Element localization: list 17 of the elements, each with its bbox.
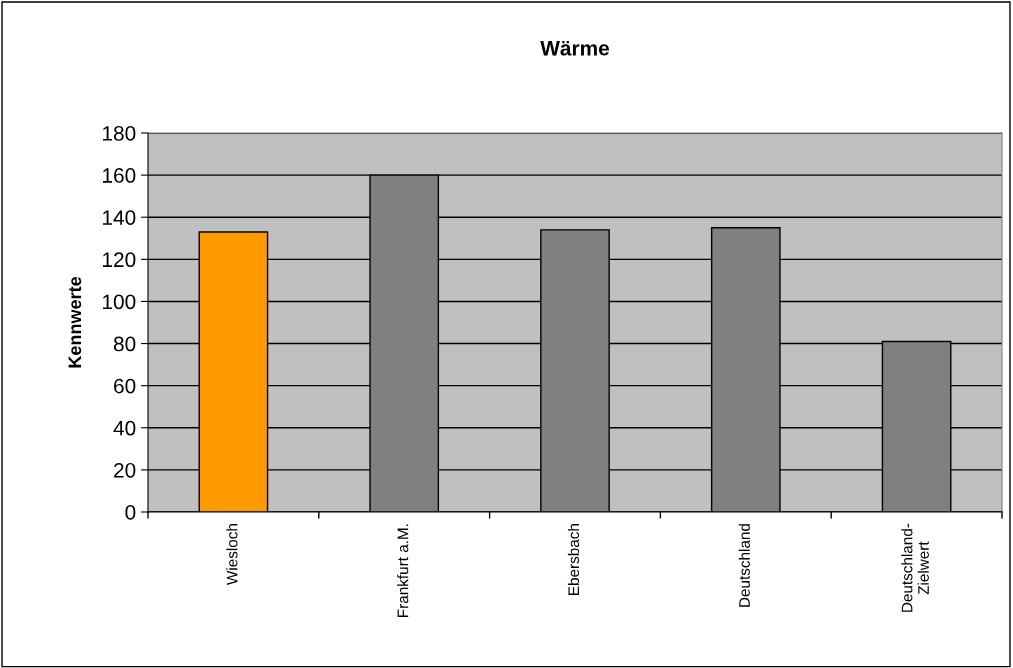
y-axis-title: Kennwerte <box>68 276 82 368</box>
y-tick-label: 120 <box>103 252 136 268</box>
x-tick-label: Deutschland <box>738 524 750 607</box>
y-tick-label: 140 <box>103 210 136 225</box>
y-tick-label: 20 <box>114 462 136 478</box>
y-tick-label: 0 <box>125 505 136 520</box>
x-tick-label: Deutschland- Zielwert <box>901 523 929 612</box>
y-tick-label: 160 <box>103 168 136 183</box>
x-tick-label: Wiesloch <box>226 524 238 586</box>
chart-title: Wärme <box>540 40 610 56</box>
x-tick-label: Ebersbach <box>567 524 580 595</box>
y-tick-label: 60 <box>114 378 136 394</box>
y-tick-label: 100 <box>103 294 136 310</box>
x-tick-label: Frankfurt a.M. <box>397 524 409 617</box>
y-tick-label: 40 <box>113 420 136 436</box>
y-tick-label: 180 <box>103 126 136 141</box>
y-tick-label: 80 <box>113 336 136 352</box>
